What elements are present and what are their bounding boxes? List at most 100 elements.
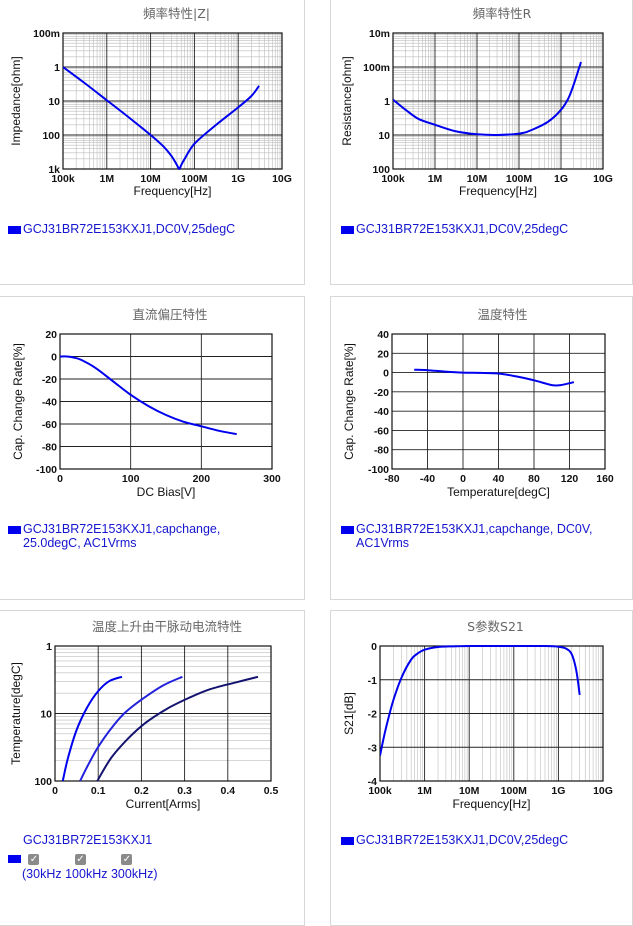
legend-swatch [341, 225, 354, 234]
s21-panel: S参数S21 100k 1M 10M 100M 1G 10G 0 -1 -2 -3 -4 Frequen… [330, 610, 633, 926]
y-tick-label: 10 [378, 130, 390, 142]
legend-swatch [8, 525, 21, 534]
series-line-300khz [96, 675, 259, 782]
series-label-30khz: 30kHz [26, 867, 62, 881]
chart-title: 直流偏圧特性 [132, 307, 207, 322]
series-label-300khz: 300kHz [110, 867, 154, 881]
legend-swatch [341, 836, 354, 845]
impedance-legend[interactable]: GCJ31BR72E153KXJ1,DC0V,25degC [8, 222, 235, 236]
legend-label: GCJ31BR72E153KXJ1 [23, 833, 153, 847]
x-tick-label: 0.3 [177, 785, 192, 797]
chart-title: 頻率特性R [473, 6, 532, 21]
y-tick-label: -100 [368, 464, 389, 476]
x-tick-label: 100k [381, 173, 405, 185]
x-tick-label: 0 [57, 473, 63, 485]
x-tick-label: 100 [122, 473, 140, 485]
y-tick-label: 20 [45, 329, 57, 341]
series-line [393, 61, 582, 137]
y-tick-label: 100 [42, 130, 60, 142]
checkbox-100khz[interactable]: ✓ [74, 854, 86, 865]
chart-title: 温度上升由干脉动电流特性 [92, 619, 242, 634]
dcbias-legend[interactable]: GCJ31BR72E153KXJ1,capchange, 25.0degC, A… [8, 522, 220, 550]
legend-label: GCJ31BR72E153KXJ1,DC0V,25degC [356, 222, 569, 236]
temprise-series-toggles: ✓ ✓ ✓ [8, 851, 133, 865]
y-tick-label: -80 [374, 445, 389, 457]
impedance-panel: 頻率特性|Z| 100k 1M 10M 100M 1G 10G 100m 1 10 100 1k Fre… [0, 0, 305, 285]
temperature-chart: 温度特性-80 -40 0 40 80 120 16040200-20-40-60-80-1… [342, 307, 614, 499]
s21-legend[interactable]: GCJ31BR72E153KXJ1,DC0V,25degC [341, 833, 568, 847]
temprise-panel: 温度上升由干脉动电流特性 0 0.1 0.2 0.3 0.4 0.5 1 10 100 Curren… [0, 610, 305, 926]
legend-label: GCJ31BR72E153KXJ1,DC0V,25degC [23, 222, 236, 236]
series-line [63, 66, 260, 171]
temperature-legend[interactable]: GCJ31BR72E153KXJ1,capchange, DC0V, AC1Vr… [341, 522, 593, 550]
resistance-legend[interactable]: GCJ31BR72E153KXJ1,DC0V,25degC [341, 222, 568, 236]
plot-border [62, 32, 283, 170]
plot-border [392, 32, 604, 170]
legend-swatch [341, 525, 354, 534]
legend-label: GCJ31BR72E153KXJ1,capchange, DC0V, [356, 522, 593, 536]
x-tick-label: 1G [554, 173, 568, 185]
x-tick-label: 80 [528, 473, 540, 485]
y-tick-label: 1 [46, 641, 52, 653]
checkbox-300khz[interactable]: ✓ [121, 854, 133, 865]
s21-chart: S参数S21 100k 1M 10M 100M 1G 10G 0 -1 -2 -3 -4 Frequen… [342, 619, 613, 811]
x-tick-label: 100M [506, 173, 533, 185]
x-tick-label: 100k [51, 173, 75, 185]
plot-border [54, 645, 272, 782]
x-tick-label: 10M [140, 173, 161, 185]
x-tick-label: 10M [459, 785, 480, 797]
legend-label: GCJ31BR72E153KXJ1,DC0V,25degC [356, 833, 569, 847]
y-tick-label: -40 [42, 397, 57, 409]
checkbox-30khz[interactable]: ✓ [28, 854, 40, 865]
x-tick-label: 0.4 [220, 785, 235, 797]
chart-title: S参数S21 [467, 619, 524, 634]
y-tick-label: -40 [374, 406, 389, 418]
y-tick-label: 0 [371, 641, 377, 653]
series-label-100khz: 100kHz [65, 867, 108, 881]
y-tick-label: -20 [374, 387, 389, 399]
x-tick-label: 10G [593, 785, 613, 797]
x-tick-label: 100M [501, 785, 528, 797]
temprise-legend[interactable]: GCJ31BR72E153KXJ1 [23, 833, 152, 847]
x-tick-label: 10M [467, 173, 488, 185]
x-axis-label: Frequency[Hz] [133, 184, 211, 198]
plot-border [391, 333, 606, 470]
x-tick-label: 0.2 [134, 785, 149, 797]
series-line-30khz [61, 675, 123, 782]
x-tick-label: 1G [551, 785, 565, 797]
y-tick-label: 100m [363, 62, 390, 74]
temprise-chart: 温度上升由干脉动电流特性 0 0.1 0.2 0.3 0.4 0.5 1 10 100 Curren… [9, 619, 278, 811]
y-tick-label: 40 [377, 329, 389, 341]
legend-swatch [8, 225, 21, 234]
y-tick-label: 1 [384, 96, 390, 108]
y-tick-label: -60 [42, 419, 57, 431]
minor-grid [393, 33, 603, 169]
y-axis-label: Resistance[ohm] [340, 56, 354, 145]
x-tick-label: 40 [493, 473, 505, 485]
x-tick-label: 1M [100, 173, 115, 185]
temprise-series-labels: (30kHz 100kHz 300kHz) [22, 867, 158, 881]
x-tick-label: 100M [181, 173, 208, 185]
x-tick-label: 120 [561, 473, 579, 485]
minor-grid [55, 648, 271, 761]
x-tick-label: -40 [420, 473, 435, 485]
resistance-panel: 頻率特性R 100k 1M 10M 100M 1G 10G 10m 100m 1 10 100 Freq… [330, 0, 633, 285]
y-tick-label: 10 [48, 96, 60, 108]
x-tick-label: 100k [368, 785, 392, 797]
y-tick-label: 0 [51, 352, 57, 364]
x-tick-label: 0.1 [91, 785, 106, 797]
y-tick-label: -1 [368, 675, 377, 687]
dcbias-panel: 直流偏圧特性 0 100 200 300 20 0 -20 -40 -60 -80 -100 DC Bi… [0, 296, 305, 600]
y-axis-label: Temperature[degC] [9, 662, 23, 765]
x-tick-label: 1G [231, 173, 245, 185]
x-tick-label: 0 [52, 785, 58, 797]
y-axis-label: Cap. Change Rate[%] [11, 343, 25, 460]
x-axis-label: Frequency[Hz] [459, 184, 537, 198]
series-line-100khz [79, 675, 183, 782]
y-tick-label: -80 [42, 442, 57, 454]
series-line [414, 368, 575, 387]
x-tick-label: 300 [263, 473, 281, 485]
y-tick-label: 100 [34, 776, 52, 788]
series-line [60, 355, 237, 436]
x-tick-label: 1M [417, 785, 432, 797]
